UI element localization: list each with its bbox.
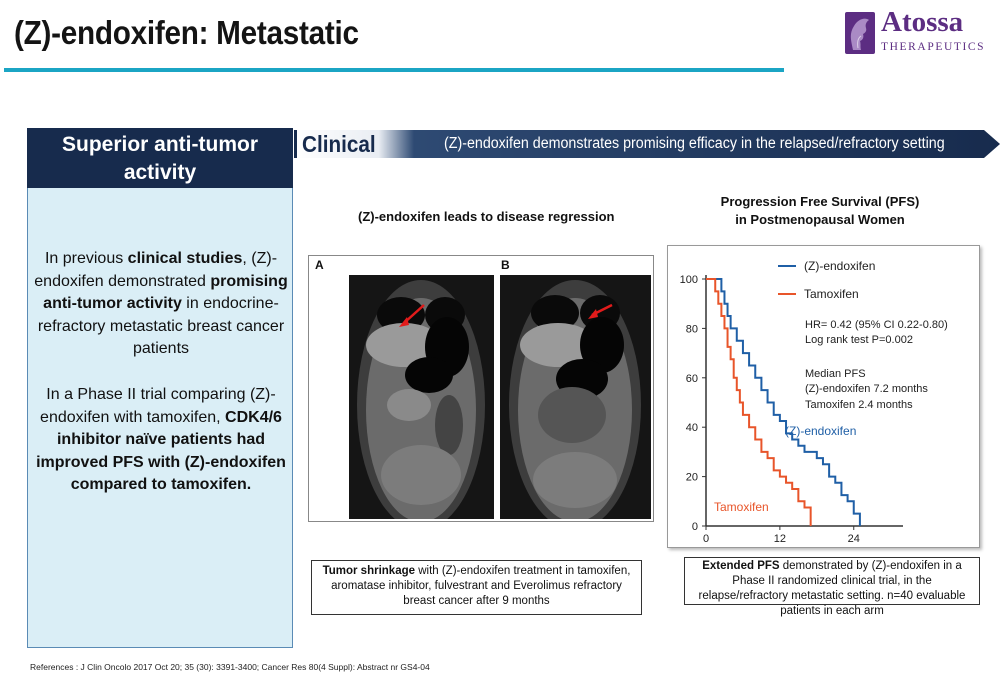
logo-subtitle: THERAPEUTICS [881,41,986,53]
x-tick-label: 12 [774,533,786,545]
y-tick-label: 40 [686,422,698,434]
ct-scan-figure: A B [308,255,654,522]
median-endoxifen: (Z)-endoxifen 7.2 months [805,383,928,395]
atossa-logo: Atossa THERAPEUTICS [845,6,986,58]
pfs-heading: Progression Free Survival (PFS) in Postm… [720,194,920,227]
imaging-caption: Tumor shrinkage with (Z)-endoxifen treat… [311,560,642,615]
y-tick-label: 0 [692,521,698,533]
y-tick-label: 100 [680,274,698,286]
pfs-chart-svg: 0 20 40 60 80 100 0 12 24 (Z)-endoxifen Tamoxifen H… [680,259,948,545]
y-tick-label: 20 [686,472,698,484]
title-divider [4,68,784,72]
curve-label-endoxifen: (Z)-endoxifen [785,424,856,438]
ct-scan-a [349,275,494,519]
summary-paragraph-2: In a Phase II trial comparing (Z)-endoxi… [36,386,286,493]
summary-heading: Superior anti-tumor activity [27,128,293,188]
y-tick-label: 60 [686,373,698,385]
series-line-endoxifen [706,278,861,526]
median-title: Median PFS [805,368,866,380]
legend-label: (Z)-endoxifen [804,259,875,273]
imaging-heading: (Z)-endoxifen leads to disease regressio… [358,209,615,224]
x-tick-label: 24 [848,533,860,545]
summary-panel [27,128,293,648]
logrank-annotation: Log rank test P=0.002 [805,334,913,346]
logo-profile-icon [845,12,875,54]
scan-label-b: B [501,258,510,272]
summary-heading-line1: Superior anti-tumor [61,133,258,156]
pfs-chart: 0 20 40 60 80 100 0 12 24 (Z)-endoxifen Tamoxifen H… [667,245,980,548]
slide-title: (Z)-endoxifen: Metastatic [14,14,359,51]
banner-label: Clinical [302,131,376,157]
logo-name: Atossa [881,6,964,38]
summary-paragraph-1: In previous clinical studies, (Z)-endoxi… [34,250,288,357]
summary-heading-line2: activity [123,161,197,184]
y-tick-label: 80 [686,323,698,335]
hr-annotation: HR= 0.42 (95% CI 0.22-0.80) [805,319,948,331]
x-tick-label: 0 [703,533,709,545]
pfs-caption: Extended PFS demonstrated by (Z)-endoxif… [684,557,980,617]
legend-label: Tamoxifen [804,287,859,301]
references: References : J Clin Oncolo 2017 Oct 20; … [30,662,430,672]
median-tamoxifen: Tamoxifen 2.4 months [805,399,913,411]
ct-scan-b [500,275,651,519]
banner-text: (Z)-endoxifen demonstrates promising eff… [444,135,945,152]
series-line-tamoxifen [706,278,812,526]
clinical-banner: Clinical (Z)-endoxifen demonstrates prom… [294,128,1000,160]
curve-label-tamoxifen: Tamoxifen [714,500,769,514]
scan-label-a: A [315,258,324,272]
